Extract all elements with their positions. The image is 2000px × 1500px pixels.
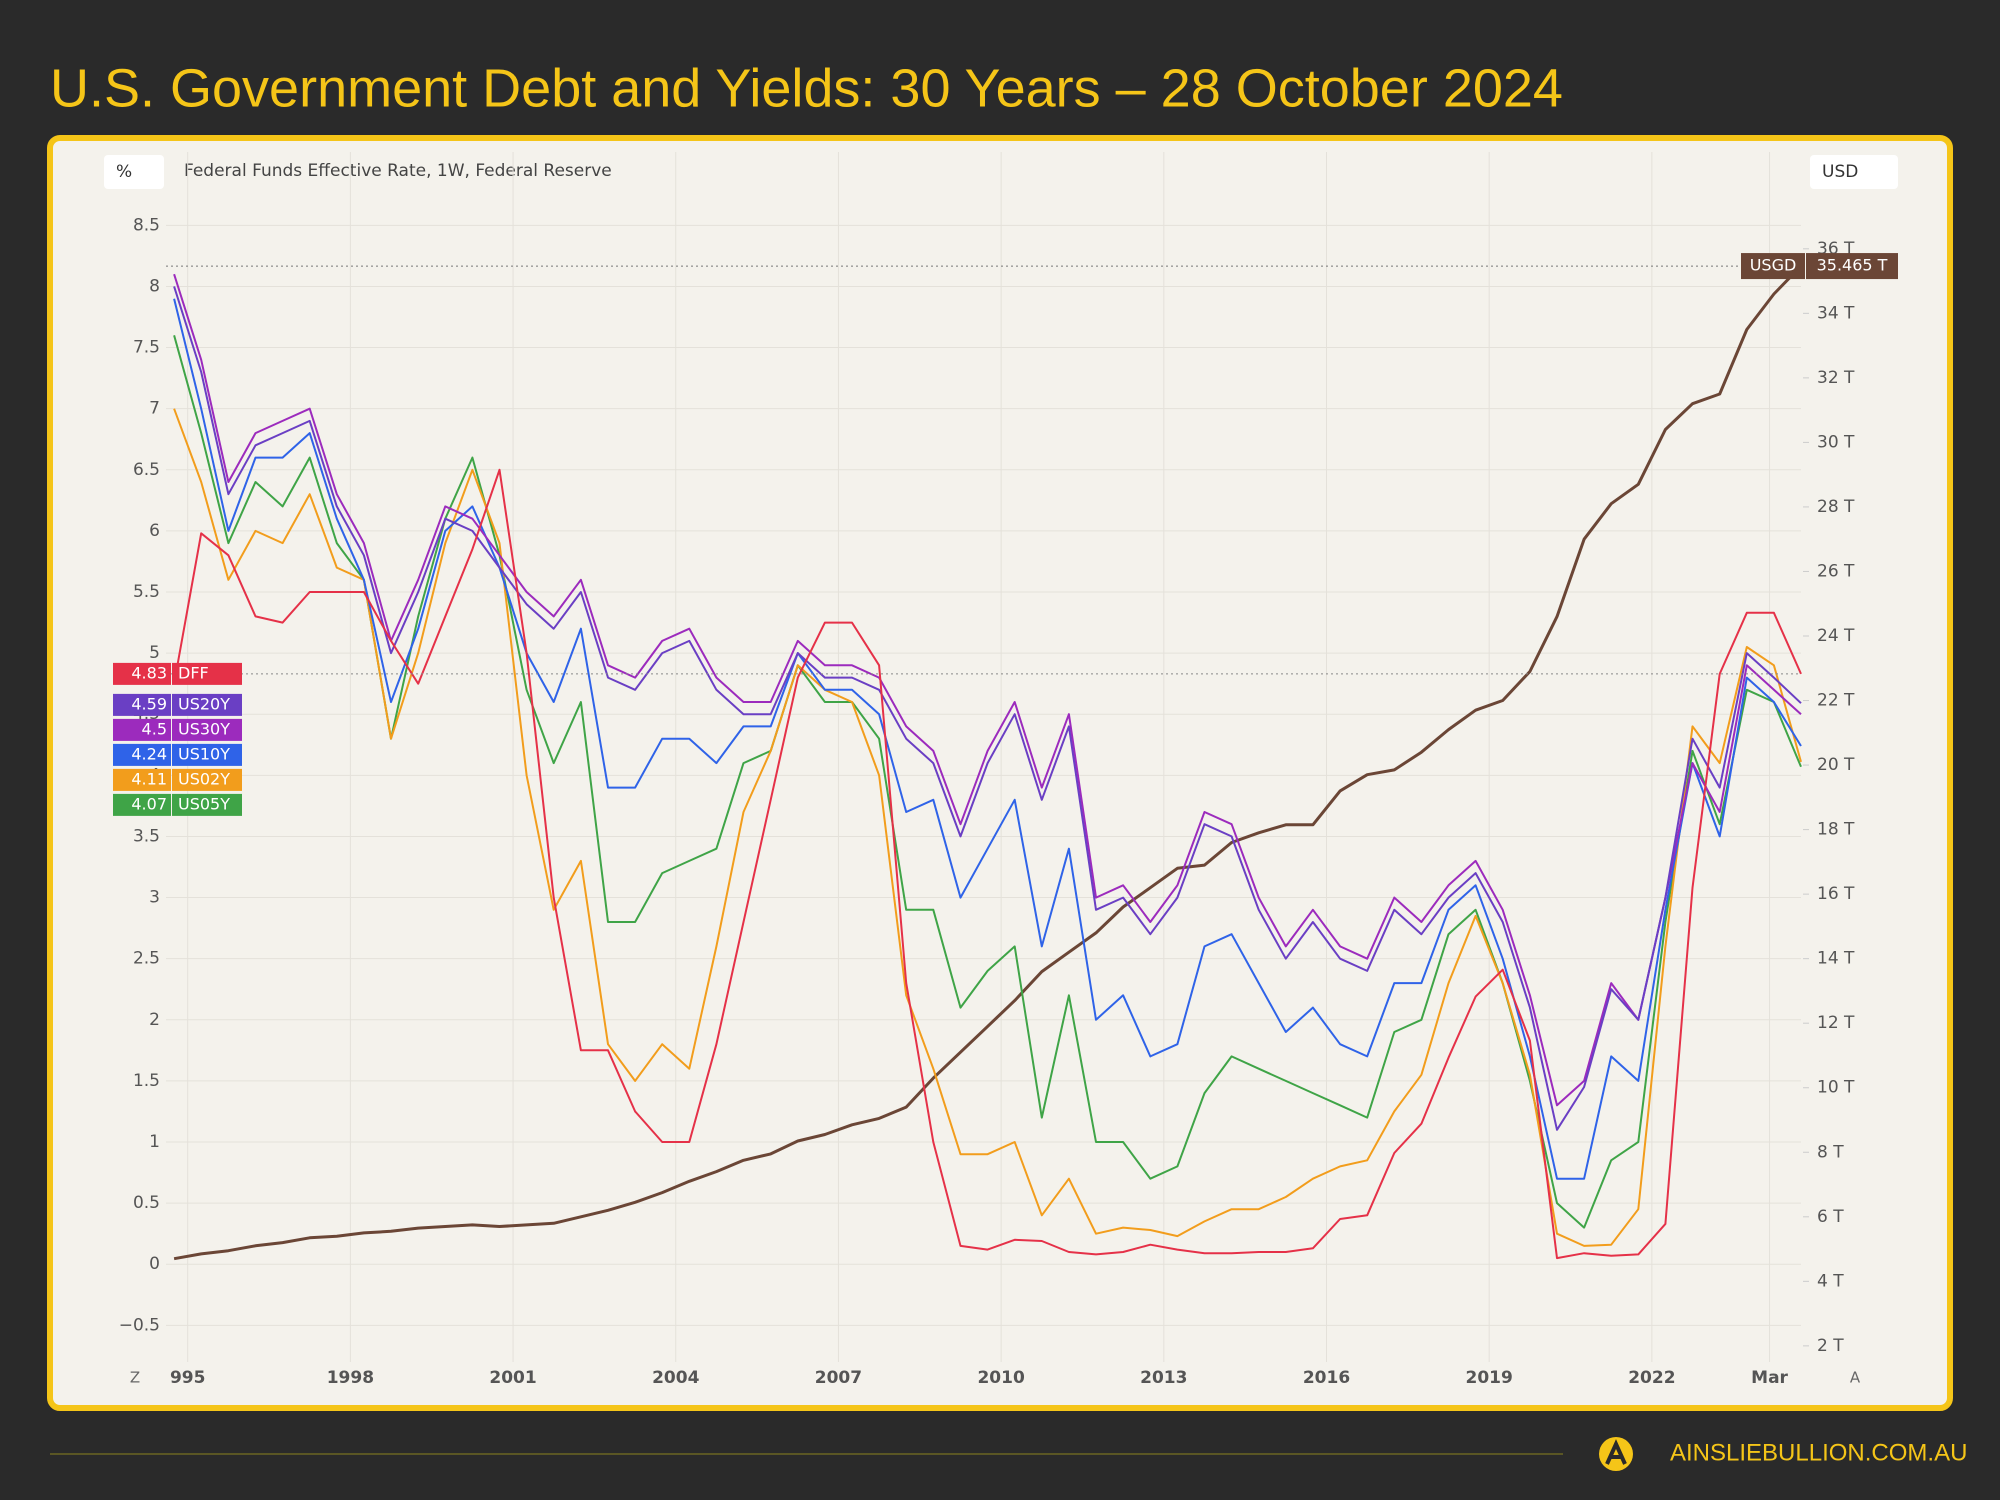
y-tick-label: −0.5 [119,1315,160,1335]
x-tick-label: 2013 [1140,1368,1187,1388]
auto-scale-button[interactable]: A [1850,1369,1861,1387]
x-tick-label: 2001 [489,1368,536,1388]
badge-value: 4.59 [131,694,167,713]
badge-name: US30Y [178,719,230,738]
y2-tick-label: 10 T [1817,1078,1855,1098]
x-tick-label: 995 [170,1368,206,1388]
x-tick-label: 1998 [327,1368,374,1388]
y2-tick-label: 6 T [1817,1207,1844,1227]
badge-name-box [172,793,242,816]
y-tick-label: 8 [149,276,160,296]
chart-subtitle: Federal Funds Effective Rate, 1W, Federa… [184,161,612,181]
y-tick-label: 6 [149,521,160,541]
chart-frame [47,135,1953,1411]
badge-value: 4.5 [142,719,167,738]
page-title: U.S. Government Debt and Yields: 30 Year… [50,58,1563,118]
y-tick-label: 1 [149,1132,160,1152]
badge-name: DFF [178,663,209,682]
y2-tick-label: 20 T [1817,755,1855,775]
series-line [173,468,1802,1260]
badge-name-box [172,718,242,741]
y-tick-label: 2 [149,1010,160,1030]
badge-value-box [1806,253,1898,280]
series-line [173,408,1802,1247]
badge-value: 4.11 [131,769,167,788]
y2-tick-label: 32 T [1817,368,1855,388]
badge-name: US10Y [178,744,230,763]
y-tick-label: 2.5 [133,949,160,969]
y2-tick-label: 24 T [1817,626,1855,646]
y2-tick-label: 26 T [1817,561,1855,581]
badge-name-box [172,693,242,716]
badge-name: US20Y [178,694,230,713]
series-line [173,273,1802,1107]
badge-value-box [113,743,171,766]
x-tick-label: 2019 [1466,1368,1513,1388]
badge-name-box [172,768,242,791]
y-tick-label: 0 [149,1254,160,1274]
y-tick-label: 7.5 [133,338,160,358]
badge-name: US05Y [178,794,230,813]
x-tick-label: 2004 [652,1368,699,1388]
badge-name-box [1741,253,1805,280]
badge-value: 4.24 [131,744,167,763]
logo-mark [1605,1439,1627,1465]
y-tick-label: 3.5 [133,826,160,846]
x-tick-label: 2010 [977,1368,1024,1388]
badge-value-box [113,793,171,816]
footer-url[interactable]: AINSLIEBULLION.COM.AU [1670,1439,1967,1466]
y2-tick-label: 14 T [1817,949,1855,969]
y-unit: % [116,162,132,182]
badge-name: USGD [1750,256,1797,275]
y2-tick-label: 34 T [1817,303,1855,323]
plot: 995 1998 2001 2004 2007 2010 2013 2016 2019 2022 M… [113,152,1898,1388]
y2-tick-label: 4 T [1817,1271,1844,1291]
y-tick-label: 1.5 [133,1071,160,1091]
badge-name-box [172,743,242,766]
y2-tick-label: 16 T [1817,884,1855,904]
y-tick-label: 3 [149,888,160,908]
y2-tick-label: 22 T [1817,691,1855,711]
y-tick-label: 8.5 [133,215,160,235]
series-line [173,265,1803,1261]
x-tick-label: 2022 [1628,1368,1675,1388]
badge-name: US02Y [178,769,230,788]
y-tick-label: 5 [149,643,160,663]
y2-tick-label: 30 T [1817,432,1855,452]
badge-value-box [113,662,171,685]
badge-value-box [113,693,171,716]
x-tick-label: 2007 [815,1368,862,1388]
badge-name-box [172,662,242,685]
badge-value-box [113,768,171,791]
y-unit-box [104,155,164,189]
badge-value: 4.83 [131,663,167,682]
y2-tick-label: 8 T [1817,1142,1844,1162]
series-line [173,298,1802,1180]
y2-tick-label: 18 T [1817,820,1855,840]
y-tick-label: 6.5 [133,460,160,480]
y2-unit-box [1810,155,1898,189]
x-tick-label: 2016 [1303,1368,1350,1388]
y2-tick-label: 12 T [1817,1013,1855,1033]
y-tick-label: 0.5 [133,1193,160,1213]
y2-unit: USD [1822,162,1858,182]
series-line [173,286,1802,1131]
badge-value: 35.465 T [1817,256,1888,275]
x-tick-label: Mar [1751,1368,1788,1388]
y-tick-label: 7 [149,399,160,419]
y2-tick-label: 28 T [1817,497,1855,517]
zoom-button[interactable]: Z [130,1369,140,1387]
badge-value-box [113,718,171,741]
badge-value: 4.07 [131,794,167,813]
y2-tick-label: 2 T [1817,1336,1844,1356]
y-tick-label: 5.5 [133,582,160,602]
